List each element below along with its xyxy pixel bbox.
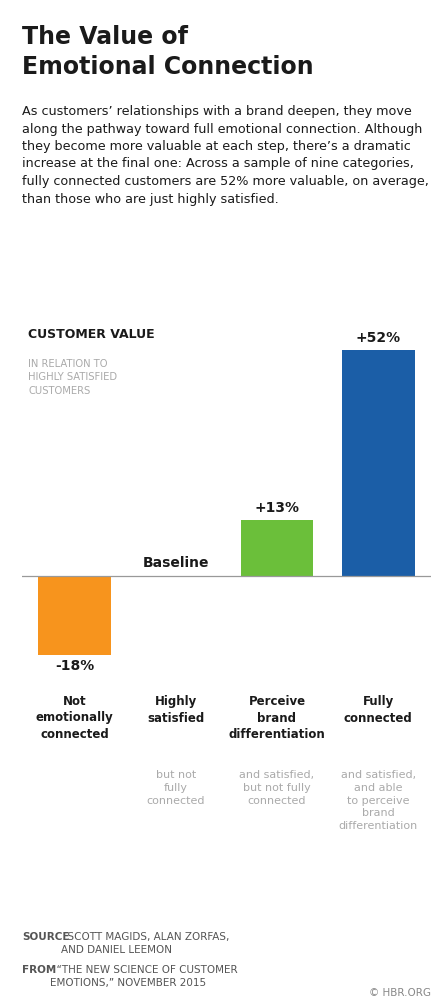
Text: -18%: -18% [55, 659, 95, 673]
Bar [241, 520, 313, 576]
Text: Baseline: Baseline [143, 556, 209, 570]
Text: Fully
connected: Fully connected [344, 695, 412, 724]
Text: © HBR.ORG: © HBR.ORG [369, 988, 431, 998]
Text: FROM: FROM [22, 965, 56, 975]
Text: SOURCE: SOURCE [22, 932, 70, 942]
Text: +52%: +52% [356, 331, 400, 345]
Text: IN RELATION TO
HIGHLY SATISFIED
CUSTOMERS: IN RELATION TO HIGHLY SATISFIED CUSTOMER… [28, 359, 117, 396]
Text: Highly
satisfied: Highly satisfied [147, 695, 205, 724]
Text: SCOTT MAGIDS, ALAN ZORFAS,
AND DANIEL LEEMON: SCOTT MAGIDS, ALAN ZORFAS, AND DANIEL LE… [61, 932, 230, 955]
Text: “THE NEW SCIENCE OF CUSTOMER
EMOTIONS,” NOVEMBER 2015: “THE NEW SCIENCE OF CUSTOMER EMOTIONS,” … [50, 965, 238, 988]
Text: CUSTOMER VALUE: CUSTOMER VALUE [28, 328, 155, 341]
Text: but not
fully
connected: but not fully connected [147, 770, 205, 806]
Text: Emotional Connection: Emotional Connection [22, 55, 314, 79]
Text: and satisfied,
and able
to perceive
brand
differentiation: and satisfied, and able to perceive bran… [338, 770, 418, 831]
Text: and satisfied,
but not fully
connected: and satisfied, but not fully connected [239, 770, 314, 806]
Text: Not
emotionally
connected: Not emotionally connected [36, 695, 114, 741]
Text: Perceive
brand
differentiation: Perceive brand differentiation [229, 695, 325, 741]
Bar [38, 576, 111, 655]
Bar [342, 350, 415, 576]
Text: The Value of: The Value of [22, 25, 188, 49]
Text: As customers’ relationships with a brand deepen, they move along the pathway tow: As customers’ relationships with a brand… [22, 105, 429, 206]
Text: +13%: +13% [254, 501, 300, 515]
